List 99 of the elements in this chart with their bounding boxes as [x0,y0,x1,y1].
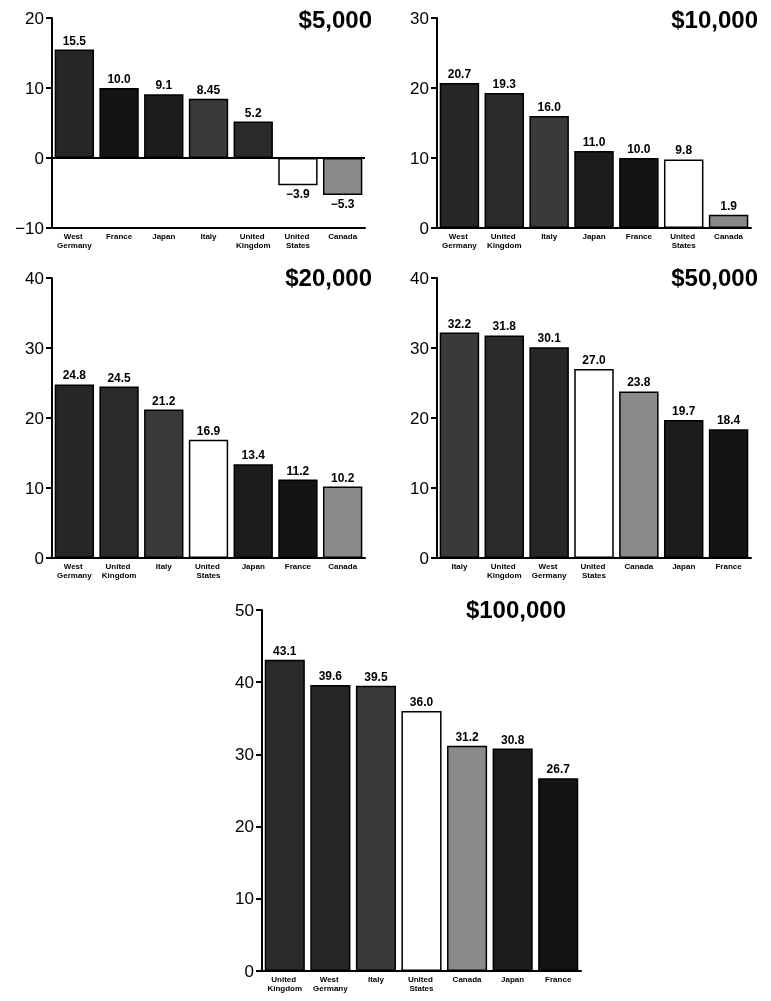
y-tick-label: 20 [25,408,44,428]
data-label: 11.2 [286,463,310,478]
x-tick-label: Italy [451,562,468,571]
x-tick-label: Italy [200,232,218,241]
data-label: 30.1 [537,331,562,346]
x-tick-label: West Germany [442,232,478,250]
x-tick-label: United Kingdom [101,562,137,580]
y-tick-label: 10 [410,148,429,168]
x-tick-label: United Kingdom [267,975,303,993]
x-tick-label: United Kingdom [486,232,522,250]
x-tick-label: Japan [241,562,265,571]
x-tick-label: France [284,562,312,571]
data-label: 15.5 [62,33,87,48]
data-label: −3.9 [286,187,311,202]
chart-title: $100,000 [465,595,567,623]
y-tick-label: 20 [410,78,429,98]
chart-title: $50,000 [671,263,759,291]
data-label: 21.2 [152,393,176,408]
data-label: 10.2 [330,470,355,485]
x-tick-label: West Germany [313,975,349,993]
chart-title: $20,000 [285,263,373,291]
y-tick-label: 10 [410,478,429,498]
data-label: 31.8 [492,319,517,334]
x-tick-label: United States [194,562,223,580]
y-tick-label: 30 [410,8,429,28]
data-label: 36.0 [409,695,434,710]
data-label: 18.4 [716,413,741,428]
y-tick-label: 40 [235,672,254,692]
data-label: 16.0 [537,100,562,114]
y-tick-label: 40 [25,268,44,288]
data-label: 30.8 [500,732,525,747]
y-tick-label: 20 [410,408,429,428]
data-label: 24.5 [107,370,132,385]
x-tick-label: United States [580,562,608,580]
x-tick-label: United States [670,232,698,250]
data-label: −5.3 [330,197,355,212]
data-label: 26.7 [546,762,571,777]
data-label: 39.5 [364,669,388,684]
data-label: 19.3 [492,76,517,91]
data-label: 31.2 [455,729,480,744]
data-label: 11.0 [582,135,606,149]
data-label: 24.8 [62,368,87,383]
x-tick-label: West Germany [57,562,93,580]
x-tick-label: Canada [452,975,483,984]
x-tick-label: Japan [582,232,606,241]
chart-title: $10,000 [671,5,759,33]
y-tick-label: 30 [25,338,44,358]
y-tick-label: 30 [410,338,429,358]
x-tick-label: France [545,975,572,984]
y-tick-label: 20 [235,817,254,837]
y-tick-label: 10 [25,478,44,498]
y-tick-label: 0 [34,148,44,168]
data-label: 10.0 [107,72,132,86]
x-tick-label: Japan [152,232,176,241]
x-tick-label: Canada [328,562,358,571]
x-tick-label: United States [284,232,312,250]
data-label: 13.4 [241,448,266,463]
data-label: 20.7 [447,67,472,82]
data-label: 43.1 [273,643,297,658]
y-tick-label: 20 [25,8,44,28]
y-tick-label: 0 [419,218,429,238]
x-tick-label: France [715,562,743,571]
y-tick-label: 50 [235,600,254,620]
x-tick-label: United Kingdom [486,562,522,580]
x-tick-label: Italy [541,232,558,241]
x-tick-label: Japan [672,562,696,571]
x-tick-label: Italy [367,975,385,984]
data-label: 8.45 [196,82,221,97]
data-label: 39.6 [318,669,343,684]
y-tick-label: 0 [419,548,429,568]
y-tick-label: 30 [235,744,254,764]
data-label: 9.8 [675,143,693,158]
data-label: 5.2 [244,105,262,120]
x-tick-label: France [625,232,653,241]
x-tick-label: Japan [501,975,525,984]
x-tick-label: Italy [155,562,173,571]
x-tick-label: West Germany [531,562,568,580]
data-label: 32.2 [447,316,472,331]
y-tick-label: 10 [235,889,254,909]
data-label: 1.9 [720,198,738,213]
chart-title: $5,000 [298,5,372,33]
y-tick-label: −10 [15,218,44,238]
y-tick-label: 0 [244,961,254,981]
y-tick-label: 0 [34,548,44,568]
x-tick-label: France [105,232,133,241]
x-tick-label: United States [407,975,436,993]
x-tick-label: United Kingdom [235,232,271,250]
data-label: 23.8 [627,375,651,390]
x-tick-label: Canada [624,562,654,571]
data-label: 16.9 [196,423,221,438]
data-label: 27.0 [582,353,606,367]
y-tick-label: 10 [25,78,44,98]
x-tick-label: Canada [714,232,744,241]
x-tick-label: Canada [328,232,358,241]
data-label: 19.7 [672,404,696,419]
data-label: 9.1 [155,78,173,93]
y-tick-label: 40 [410,268,429,288]
data-label: 10.0 [627,142,651,156]
x-tick-label: West Germany [57,232,93,250]
